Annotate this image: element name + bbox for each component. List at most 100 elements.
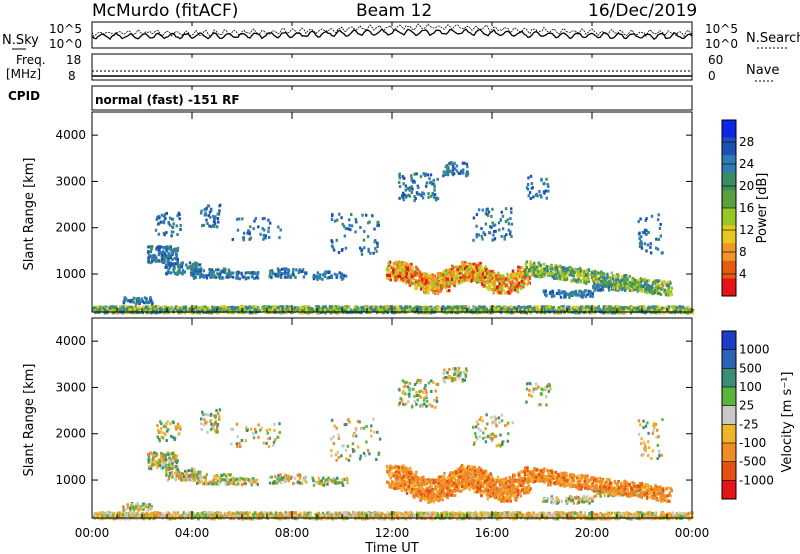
- range-gate-cell: [152, 253, 155, 257]
- range-gate-cell: [256, 274, 259, 277]
- range-gate-cell: [592, 277, 595, 281]
- range-gate-cell: [139, 515, 142, 519]
- range-gate-cell: [690, 308, 693, 312]
- range-gate-cell: [222, 270, 225, 274]
- range-gate-cell: [595, 275, 599, 279]
- range-gate-cell: [361, 306, 364, 310]
- range-gate-cell: [341, 275, 344, 279]
- range-gate-cell: [645, 285, 649, 288]
- range-gate-cell: [427, 274, 430, 278]
- range-gate-cell: [561, 309, 564, 313]
- range-gate-cell: [646, 243, 649, 247]
- range-gate-cell: [458, 172, 461, 175]
- range-gate-cell: [153, 308, 157, 312]
- range-gate-cell: [386, 309, 389, 313]
- range-gate-cell: [151, 308, 155, 311]
- range-gate-cell: [175, 512, 178, 516]
- range-gate-cell: [562, 268, 565, 272]
- range-gate-cell: [342, 309, 346, 313]
- range-gate-cell: [391, 272, 395, 276]
- range-gate-cell: [647, 307, 650, 311]
- range-gate-cell: [522, 285, 525, 289]
- range-gate-cell: [451, 171, 454, 175]
- range-gate-cell: [443, 283, 446, 287]
- range-gate-cell: [527, 281, 530, 285]
- range-gate-cell: [135, 297, 139, 301]
- range-gate-cell: [302, 275, 306, 279]
- range-gate-cell: [256, 276, 260, 280]
- range-gate-cell: [493, 285, 496, 289]
- range-gate-cell: [649, 308, 652, 312]
- range-gate-cell: [610, 283, 613, 287]
- range-gate-cell: [651, 305, 654, 309]
- range-gate-cell: [171, 262, 174, 266]
- freq-left-label-1: Freq.: [16, 53, 46, 67]
- range-gate-cell: [525, 282, 528, 286]
- range-gate-cell: [507, 306, 510, 310]
- range-gate-cell: [150, 512, 153, 516]
- range-gate-cell: [456, 305, 459, 309]
- range-gate-cell: [459, 265, 462, 269]
- range-gate-cell: [601, 276, 604, 280]
- range-gate-cell: [120, 513, 123, 517]
- range-gate-cell: [421, 196, 425, 200]
- range-gate-cell: [419, 306, 422, 309]
- range-gate-cell: [526, 183, 530, 186]
- range-gate-cell: [548, 265, 551, 269]
- range-gate-cell: [605, 309, 609, 313]
- range-gate-cell: [171, 230, 175, 234]
- range-gate-cell: [108, 512, 111, 516]
- range-gate-cell: [292, 307, 296, 311]
- range-gate-cell: [453, 283, 456, 287]
- range-gate-cell: [600, 278, 603, 282]
- range-gate-cell: [172, 248, 175, 252]
- range-gate-cell: [278, 268, 282, 272]
- range-gate-cell: [476, 271, 480, 275]
- range-gate-cell: [422, 172, 425, 176]
- range-gate-cell: [644, 281, 647, 285]
- range-gate-cell: [194, 261, 197, 265]
- range-gate-cell: [394, 267, 397, 271]
- range-gate-cell: [332, 248, 336, 252]
- range-gate-cell: [668, 293, 672, 296]
- range-gate-cell: [543, 182, 546, 185]
- range-gate-cell: [613, 311, 617, 315]
- range-gate-cell: [410, 174, 413, 178]
- range-gate-cell: [490, 287, 494, 291]
- range-gate-cell: [513, 286, 516, 290]
- range-gate-cell: [664, 292, 667, 296]
- range-gate-cell: [333, 309, 336, 313]
- range-gate-cell: [623, 282, 627, 286]
- range-gate-cell: [424, 308, 427, 311]
- range-gate-cell: [465, 271, 468, 275]
- range-gate-cell: [527, 279, 530, 283]
- range-gate-cell: [323, 272, 326, 276]
- range-gate-cell: [525, 265, 528, 269]
- range-gate-cell: [395, 309, 398, 313]
- range-gate-cell: [411, 281, 414, 285]
- nave-label: Nave: [746, 63, 779, 78]
- range-gate-cell: [492, 224, 495, 228]
- range-gate-cell: [493, 288, 496, 292]
- range-gate-cell: [433, 183, 436, 187]
- range-gate-cell: [493, 306, 496, 310]
- range-gate-cell: [487, 311, 491, 315]
- range-gate-cell: [180, 271, 184, 275]
- range-gate-cell: [475, 224, 478, 228]
- range-gate-cell: [499, 274, 502, 278]
- range-gate-cell: [538, 308, 541, 312]
- station-title: McMurdo (fitACF): [92, 1, 238, 21]
- range-gate-cell: [607, 283, 611, 287]
- range-gate-cell: [421, 191, 424, 195]
- range-gate-cell: [610, 276, 613, 280]
- range-gate-cell: [525, 311, 528, 315]
- range-gate-cell: [480, 234, 483, 238]
- range-gate-cell: [165, 272, 168, 276]
- range-gate-cell: [619, 305, 622, 309]
- range-gate-cell: [685, 311, 688, 315]
- range-gate-cell: [459, 269, 463, 273]
- range-gate-cell: [661, 280, 664, 284]
- range-gate-cell: [149, 254, 153, 258]
- range-gate-cell: [422, 279, 425, 283]
- range-gate-cell: [124, 305, 127, 309]
